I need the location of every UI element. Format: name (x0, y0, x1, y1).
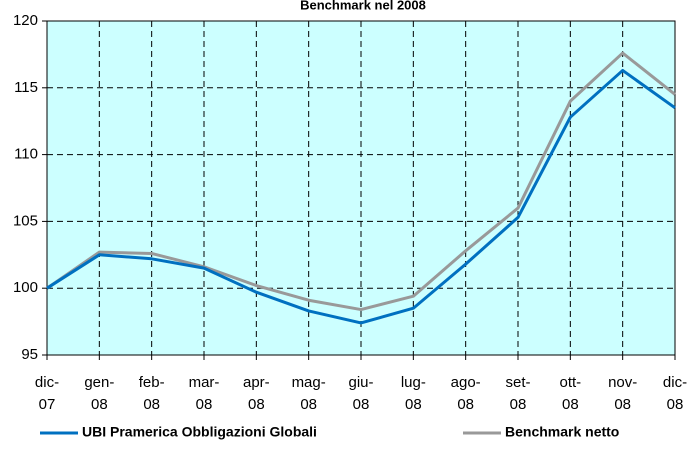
y-tick-label: 100 (13, 279, 38, 296)
legend-label: Benchmark netto (505, 424, 619, 440)
x-tick-label: mar-08 (189, 374, 220, 413)
x-tick-label: nov-08 (608, 374, 637, 413)
x-tick-label: giu-08 (348, 374, 373, 413)
x-tick-label: ott-08 (559, 374, 581, 413)
x-tick-label: apr-08 (243, 374, 270, 413)
x-tick-label: dic-08 (663, 374, 687, 413)
y-tick-label: 115 (14, 79, 38, 96)
y-tick-label: 110 (14, 146, 38, 163)
x-tick-label: ago-08 (451, 374, 481, 413)
chart-title: Benchmark nel 2008 (300, 0, 426, 12)
y-tick-label: 120 (13, 12, 38, 29)
x-tick-label: set-08 (505, 374, 530, 413)
x-tick-label: feb-08 (139, 374, 165, 413)
legend-label: UBI Pramerica Obbligazioni Globali (82, 424, 317, 440)
x-tick-label: lug-08 (401, 374, 426, 413)
series-line (46, 68, 676, 325)
y-tick-label: 95 (21, 346, 38, 363)
x-tick-label: gen-08 (84, 374, 114, 413)
series-line (46, 51, 676, 312)
x-tick-label: dic-07 (35, 374, 59, 413)
y-tick-label: 105 (13, 212, 38, 229)
x-tick-label: mag-08 (292, 374, 326, 413)
